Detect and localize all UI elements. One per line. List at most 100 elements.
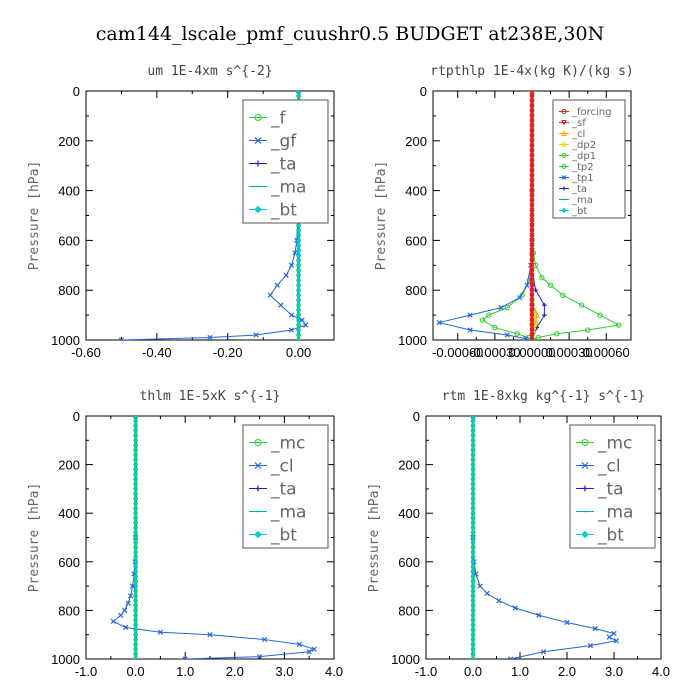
- data-point-gf: [288, 312, 295, 318]
- data-point-bt: [133, 593, 139, 599]
- data-point-bt: [133, 428, 139, 434]
- data-point-cl: [507, 656, 514, 659]
- x-tick-label: 0.0: [127, 664, 145, 679]
- data-point-forcing: [529, 327, 535, 333]
- data-point-bt: [133, 520, 139, 526]
- data-point-forcing: [529, 223, 535, 228]
- data-point-bt: [470, 554, 476, 560]
- data-point-bt: [470, 641, 476, 647]
- data-point-gf: [253, 332, 259, 338]
- data-point-bt: [470, 646, 476, 652]
- legend-box: [242, 99, 329, 224]
- data-point-bt: [133, 573, 139, 579]
- y-tick-label: 200: [398, 458, 420, 473]
- data-point-forcing: [529, 198, 535, 203]
- data-point-bt: [470, 622, 476, 628]
- legend: _f _gf _ta _ma _bt: [242, 99, 329, 224]
- data-point-bt: [470, 476, 476, 482]
- y-tick-label: 0: [73, 84, 80, 99]
- data-point-forcing: [529, 332, 535, 338]
- data-point-bt: [133, 510, 139, 516]
- data-point-bt: [133, 549, 139, 555]
- data-point-cl: [123, 624, 129, 631]
- data-point-bt: [470, 573, 476, 579]
- x-tick-label: 0.00060: [583, 345, 630, 360]
- data-point-bt: [470, 428, 476, 434]
- data-point-bt: [470, 593, 476, 599]
- data-point-cl: [110, 618, 116, 624]
- series-group: [110, 416, 317, 659]
- legend-label: _ta: [597, 480, 624, 500]
- x-tick-label: 1.0: [511, 664, 529, 679]
- data-point-cl: [122, 607, 128, 614]
- legend-marker: [561, 130, 567, 136]
- data-point-forcing: [529, 183, 535, 188]
- data-point-forcing: [529, 267, 535, 273]
- y-tick-label: 1000: [391, 652, 420, 667]
- legend-label: _gf: [270, 132, 297, 152]
- data-point-bt: [133, 632, 139, 638]
- data-point-tp1: [498, 305, 504, 311]
- data-point-gf: [288, 327, 295, 333]
- data-point-bt: [470, 457, 476, 463]
- data-point-forcing: [529, 148, 535, 154]
- data-point-cl: [611, 630, 617, 637]
- data-point-dp1: [597, 312, 603, 318]
- data-point-bt: [133, 457, 139, 463]
- legend-marker: [254, 530, 262, 539]
- data-point-bt: [133, 564, 139, 570]
- legend-label: _bt: [597, 526, 624, 546]
- data-point-tp1: [523, 336, 529, 340]
- data-point-cl: [477, 583, 483, 589]
- data-point-bt: [133, 505, 139, 511]
- data-point-bt: [296, 282, 302, 288]
- legend-label: _ma: [270, 178, 306, 198]
- legend-label: _mc: [270, 434, 305, 454]
- x-tick-label: -0.00060: [432, 345, 483, 360]
- data-point-forcing: [529, 312, 535, 318]
- legend-label: _ma: [597, 503, 633, 523]
- data-point-tp2: [514, 331, 520, 337]
- data-point-bt: [470, 416, 476, 419]
- data-point-bt: [470, 564, 476, 570]
- data-point-bt: [296, 252, 302, 258]
- data-point-gf: [207, 334, 213, 340]
- data-point-bt: [470, 466, 476, 472]
- data-point-bt: [296, 332, 302, 338]
- x-tick-label: 0.00: [286, 345, 311, 360]
- legend-label: _bt: [270, 526, 297, 546]
- chart-panel-1: um 1E-4xm s^{-2} Pressure [hPa] 0 200 400 600…: [27, 64, 335, 360]
- data-point-tp1: [517, 295, 523, 301]
- data-point-forcing: [529, 317, 535, 323]
- legend-marker: [254, 205, 262, 214]
- data-point-bt: [133, 452, 139, 458]
- x-tick-label: -1.0: [75, 664, 97, 679]
- data-point-forcing: [529, 307, 535, 313]
- data-point-cl: [536, 612, 542, 618]
- data-point-forcing: [529, 138, 535, 144]
- data-point-bt: [296, 267, 302, 273]
- figure-title: cam144_lscale_pmf_cuushr0.5 BUDGET at238…: [96, 23, 604, 45]
- data-point-bt: [470, 569, 476, 575]
- y-tick-label: 600: [58, 555, 80, 570]
- data-point-bt: [133, 617, 139, 623]
- data-point-bt: [296, 307, 302, 313]
- legend-marker: [561, 120, 567, 126]
- data-point-bt: [296, 302, 302, 308]
- legend-label: _ta: [571, 184, 587, 195]
- data-point-bt: [470, 500, 476, 506]
- data-point-bt: [470, 442, 476, 448]
- data-point-forcing: [529, 337, 535, 340]
- y-tick-label: 600: [58, 233, 80, 248]
- data-point-bt: [470, 544, 476, 550]
- legend-marker: [254, 439, 262, 446]
- x-tick-label: 4.0: [325, 664, 343, 679]
- panel-title: rtpthlp 1E-4x(kg K)/(kg s): [430, 64, 634, 79]
- y-tick-label: 800: [398, 603, 420, 618]
- panel-title: um 1E-4xm s^{-2}: [147, 64, 272, 79]
- data-point-gf: [283, 272, 289, 278]
- data-point-bt: [133, 622, 139, 628]
- data-point-forcing: [529, 188, 535, 193]
- legend-marker: [582, 485, 588, 492]
- data-point-bt: [470, 520, 476, 526]
